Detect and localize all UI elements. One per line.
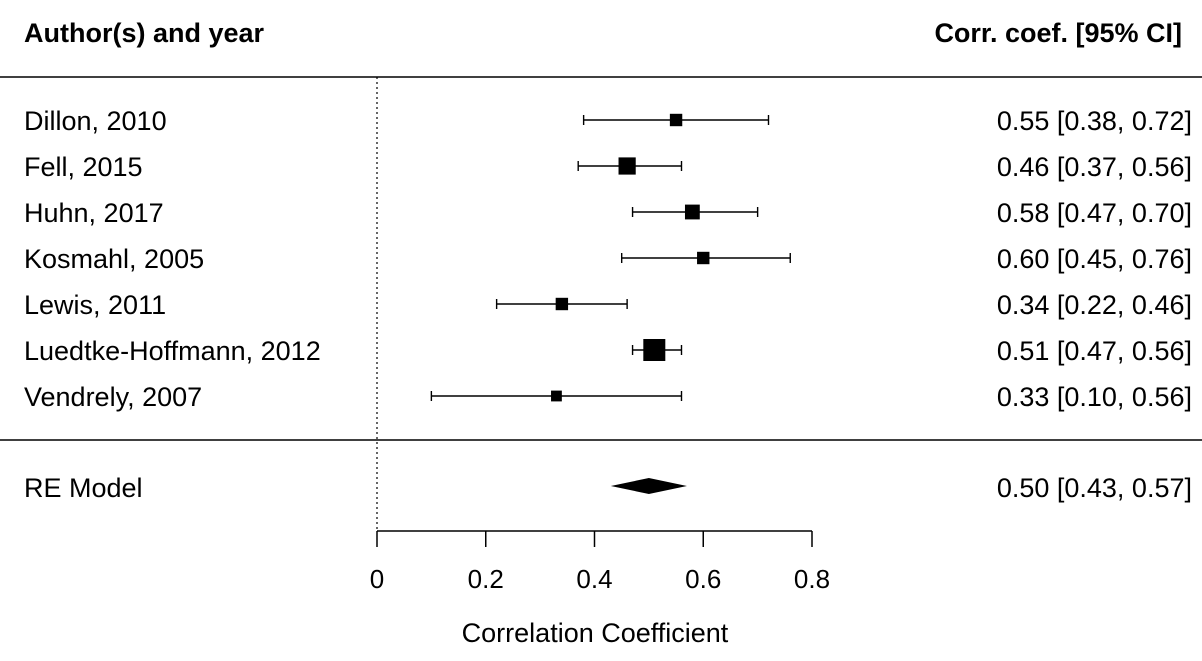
study-ci-text: 0.60 [0.45, 0.76] xyxy=(997,244,1192,274)
study-row: Luedtke-Hoffmann, 2012 0.51 [0.47, 0.56] xyxy=(24,336,1192,366)
study-label: Fell, 2015 xyxy=(24,152,143,182)
point-estimate xyxy=(684,204,700,220)
x-tick-label: 0 xyxy=(370,564,384,594)
study-ci-text: 0.34 [0.22, 0.46] xyxy=(997,290,1192,320)
x-axis-label: Correlation Coefficient xyxy=(462,618,729,648)
x-tick-label: 0.8 xyxy=(794,564,830,594)
study-label: Vendrely, 2007 xyxy=(24,382,202,412)
study-row: Dillon, 2010 0.55 [0.38, 0.72] xyxy=(24,106,1192,136)
study-rows: Dillon, 2010 0.55 [0.38, 0.72] Fell, 2015 0… xyxy=(24,106,1192,412)
study-ci-text: 0.55 [0.38, 0.72] xyxy=(997,106,1192,136)
study-row: Fell, 2015 0.46 [0.37, 0.56] xyxy=(24,152,1192,182)
header-corr-coef: Corr. coef. [95% CI] xyxy=(934,18,1182,48)
x-axis: 0 0.2 0.4 0.6 0.8 xyxy=(370,530,830,594)
x-tick-label: 0.6 xyxy=(685,564,721,594)
study-ci-text: 0.33 [0.10, 0.56] xyxy=(997,382,1192,412)
study-label: Luedtke-Hoffmann, 2012 xyxy=(24,336,321,366)
study-label: Kosmahl, 2005 xyxy=(24,244,204,274)
x-tick-label: 0.2 xyxy=(468,564,504,594)
point-estimate xyxy=(551,390,562,402)
study-ci-text: 0.51 [0.47, 0.56] xyxy=(997,336,1192,366)
summary-ci-text: 0.50 [0.43, 0.57] xyxy=(997,473,1192,503)
point-estimate xyxy=(697,251,710,265)
header-author-year: Author(s) and year xyxy=(24,18,265,48)
summary-row: RE Model 0.50 [0.43, 0.57] xyxy=(24,473,1192,503)
study-label: Dillon, 2010 xyxy=(24,106,167,136)
summary-diamond xyxy=(610,478,687,494)
point-estimate xyxy=(643,339,666,361)
study-label: Huhn, 2017 xyxy=(24,198,164,228)
study-ci-text: 0.58 [0.47, 0.70] xyxy=(997,198,1192,228)
study-row: Lewis, 2011 0.34 [0.22, 0.46] xyxy=(24,290,1192,320)
summary-label: RE Model xyxy=(24,473,143,503)
study-ci-text: 0.46 [0.37, 0.56] xyxy=(997,152,1192,182)
point-estimate xyxy=(555,297,569,311)
study-row: Vendrely, 2007 0.33 [0.10, 0.56] xyxy=(24,382,1192,412)
point-estimate xyxy=(669,113,683,127)
point-estimate xyxy=(618,157,636,175)
study-label: Lewis, 2011 xyxy=(24,290,166,320)
x-tick-label: 0.4 xyxy=(576,564,612,594)
study-row: Kosmahl, 2005 0.60 [0.45, 0.76] xyxy=(24,244,1192,274)
study-row: Huhn, 2017 0.58 [0.47, 0.70] xyxy=(24,198,1192,228)
